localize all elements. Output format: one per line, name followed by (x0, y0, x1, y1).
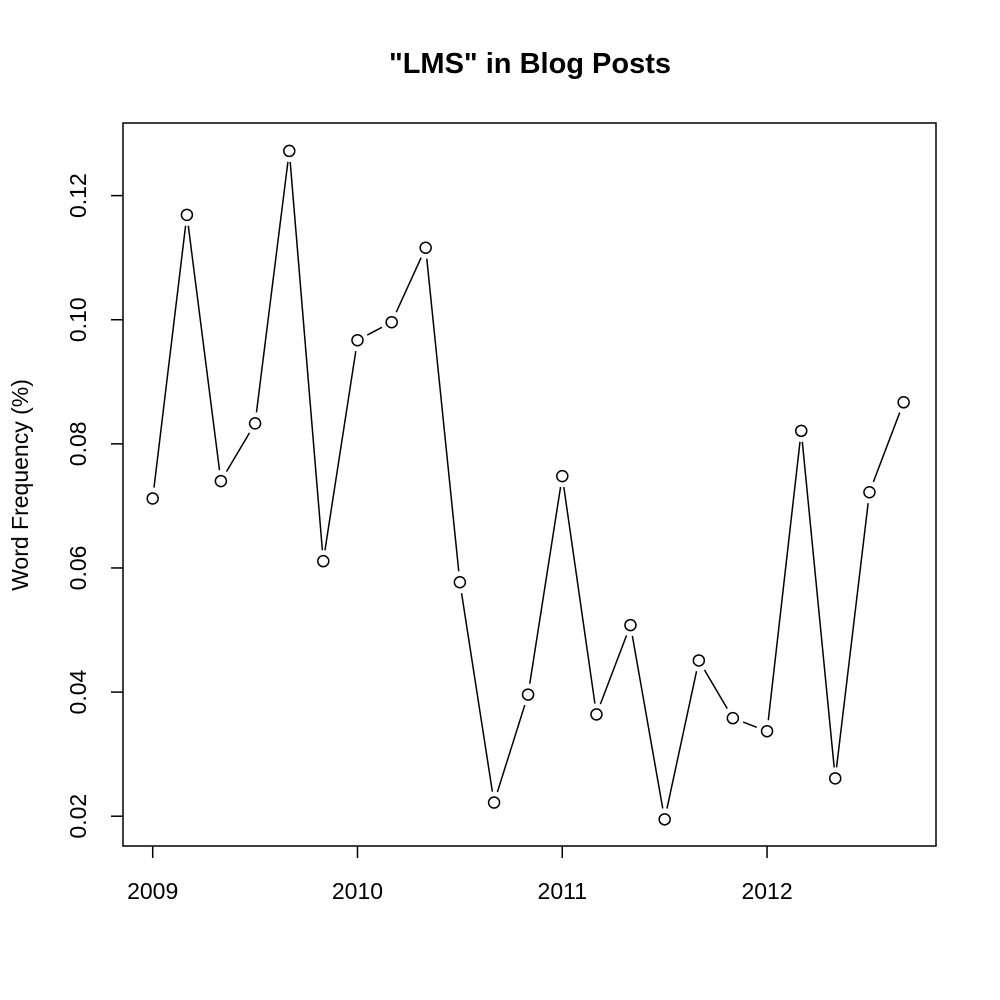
series-0-segment-21 (872, 412, 901, 483)
series-0-point-16 (692, 654, 706, 667)
x-axis: 2009 2010 2011 2012 (127, 846, 793, 904)
y-tick-label-0.06: 0.06 (65, 546, 91, 591)
y-tick-label-0.08: 0.08 (65, 421, 91, 466)
series-0-segment-20 (835, 503, 869, 768)
y-tick-label-0.02: 0.02 (65, 794, 91, 839)
series-0-point-7 (385, 315, 398, 329)
series-0-segment-13 (599, 635, 628, 705)
series-0-point-19 (795, 424, 808, 438)
y-axis-label: Word Frequency (%) (7, 379, 33, 591)
series-0-segment-7 (395, 257, 422, 313)
series-0-point-4 (283, 144, 296, 158)
y-tick-label-0.12: 0.12 (65, 173, 91, 218)
x-tick-label-2012: 2012 (741, 878, 792, 904)
series-0-point-12 (556, 469, 569, 483)
series-0-segment-18 (767, 441, 801, 721)
series-0-segment-4 (289, 161, 324, 551)
series-0-segment-9 (460, 592, 494, 792)
series-lines (153, 161, 901, 809)
series-0-segment-0 (153, 225, 187, 488)
series-0-point-22 (897, 396, 910, 409)
y-tick-label-0.04: 0.04 (65, 670, 91, 715)
x-tick-label-2011: 2011 (538, 878, 587, 904)
x-tick-label-2009: 2009 (127, 878, 178, 904)
series-0-segment-11 (529, 486, 562, 684)
series-0-point-8 (419, 241, 432, 254)
series-0-point-14 (624, 618, 637, 632)
series-0-point-13 (590, 708, 603, 721)
series-0-segment-16 (703, 669, 728, 710)
series-points (146, 144, 910, 826)
series-0-point-10 (487, 796, 501, 809)
series-0-segment-12 (563, 486, 596, 704)
series-0-segment-6 (366, 326, 383, 336)
series-0-segment-2 (225, 432, 251, 473)
series-0-point-1 (180, 208, 194, 222)
series-0-point-6 (351, 333, 364, 347)
series-0-segment-15 (666, 671, 698, 809)
x-tick-label-2010: 2010 (332, 878, 383, 904)
chart-title: "LMS" in Blog Posts (389, 48, 671, 80)
series-0-segment-8 (426, 258, 460, 572)
series-0-point-21 (863, 486, 876, 499)
series-0-segment-10 (496, 704, 526, 793)
series-0-point-17 (726, 711, 740, 725)
series-0-segment-3 (255, 161, 289, 413)
series-0-point-11 (521, 688, 535, 701)
y-tick-label-0.10: 0.10 (65, 297, 91, 342)
plot-frame (122, 122, 937, 847)
series-0-point-0 (146, 492, 159, 505)
series-0-segment-5 (324, 350, 357, 551)
series-0-point-15 (658, 813, 671, 826)
series-0-point-20 (828, 772, 842, 785)
y-axis: 0.02 0.04 0.06 0.08 0.10 0.12 (65, 173, 123, 839)
series-0-point-18 (760, 724, 774, 738)
series-0-segment-19 (801, 441, 835, 768)
series-0-point-5 (317, 554, 330, 568)
series-0-point-2 (214, 474, 228, 488)
series-0-segment-1 (187, 225, 221, 471)
series-0-point-9 (453, 575, 467, 589)
series-0-segment-14 (631, 635, 664, 809)
series-0-segment-17 (742, 721, 758, 728)
series-0-point-3 (248, 417, 262, 430)
